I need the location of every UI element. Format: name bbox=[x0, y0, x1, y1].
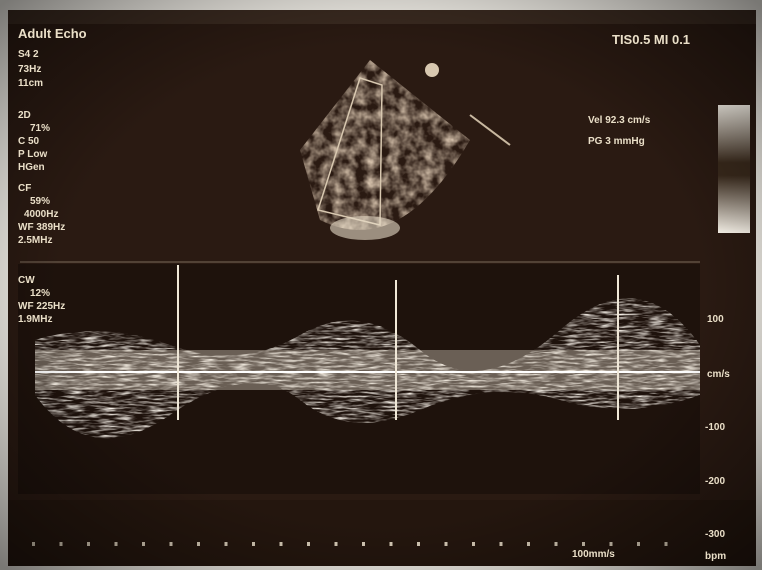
param-label: CF bbox=[18, 183, 31, 194]
scale-label: 100 bbox=[707, 314, 724, 325]
probe: S4 2 bbox=[18, 49, 39, 60]
mode: Adult Echo bbox=[18, 26, 87, 41]
param-label: 2D bbox=[18, 110, 31, 121]
param: 59% bbox=[30, 196, 50, 207]
param: 4000Hz bbox=[24, 209, 58, 220]
param: 1.9MHz bbox=[18, 314, 52, 325]
param: 2.5MHz bbox=[18, 235, 52, 246]
scale-label: -200 bbox=[705, 476, 725, 487]
param: P Low bbox=[18, 149, 47, 160]
velocity: Vel 92.3 cm/s bbox=[588, 115, 651, 126]
param: 71% bbox=[30, 123, 50, 134]
depth: 11cm bbox=[18, 78, 43, 89]
scale-label: -100 bbox=[705, 422, 725, 433]
param: HGen bbox=[18, 162, 45, 173]
pressure-gradient: PG 3 mmHg bbox=[588, 136, 645, 147]
bpm-label: bpm bbox=[705, 551, 726, 562]
param: C 50 bbox=[18, 136, 40, 147]
sweep-speed: 100mm/s bbox=[572, 549, 615, 560]
param: WF 225Hz bbox=[18, 301, 65, 312]
scale-unit: cm/s bbox=[707, 369, 730, 380]
param: WF 389Hz bbox=[18, 222, 65, 233]
safety-index: TIS0.5 MI 0.1 bbox=[612, 32, 690, 47]
scale-label: -300 bbox=[705, 529, 725, 540]
frame-rate: 73Hz bbox=[18, 64, 41, 75]
param: 12% bbox=[30, 288, 50, 299]
param-label: CW bbox=[18, 275, 35, 286]
